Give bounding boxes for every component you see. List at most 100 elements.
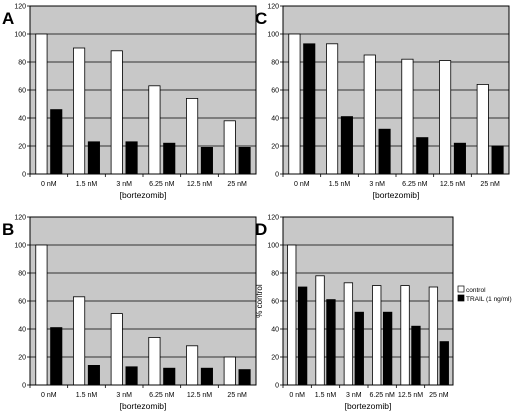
bar-trail	[125, 141, 138, 175]
y-tick-label: 20	[18, 355, 26, 362]
x-tick-label: 0 nM	[294, 181, 310, 188]
y-tick-label: 100	[14, 32, 26, 39]
y-tick-label: 40	[18, 327, 26, 334]
x-tick-label: 0 nM	[41, 181, 57, 188]
y-tick-label: 40	[18, 116, 26, 123]
x-tick-label: 25 nM	[429, 392, 449, 399]
plot-frame	[282, 5, 510, 175]
y-tick-label: 0	[22, 172, 26, 179]
legend-swatch-control	[457, 285, 465, 293]
x-axis-label: [bortezomib]	[373, 190, 420, 200]
plot-frame	[282, 216, 454, 386]
panel-letter: A	[2, 9, 14, 28]
bar-control	[73, 47, 86, 175]
y-tick-label: 0	[22, 383, 26, 390]
x-tick-label: 6.25 nM	[402, 181, 427, 188]
bar-trail	[340, 116, 353, 175]
y-axis-label: % control	[255, 284, 264, 318]
bar-control	[287, 244, 297, 386]
panel-letter: B	[2, 220, 14, 239]
x-tick-label: 25 nM	[480, 181, 500, 188]
bar-trail	[200, 367, 213, 386]
y-tick-label: 120	[14, 4, 26, 11]
bar-control	[363, 54, 376, 175]
panel-letter: D	[255, 220, 267, 239]
x-tick-label: 0 nM	[289, 392, 305, 399]
bar-trail	[303, 43, 316, 175]
panel-letter: C	[255, 9, 267, 28]
bar-trail	[238, 369, 251, 386]
x-tick-label: 0 nM	[41, 392, 57, 399]
bar-trail	[297, 286, 308, 386]
bar-control	[223, 120, 236, 175]
legend: control TRAIL (1 ng/ml)	[457, 285, 512, 303]
x-tick-label: 25 nM	[227, 392, 247, 399]
y-tick-label: 60	[18, 88, 26, 95]
x-tick-label: 6.25 nM	[370, 392, 395, 399]
x-tick-label: 1.5 nM	[76, 392, 98, 399]
bar-control	[223, 356, 236, 386]
x-tick-label: 12.5 nM	[187, 181, 212, 188]
bar-trail	[326, 299, 336, 386]
x-tick-label: 3 nM	[116, 392, 132, 399]
legend-label-trail: TRAIL (1 ng/ml)	[466, 296, 512, 303]
y-tick-label: 20	[271, 144, 279, 151]
bar-control	[148, 336, 161, 386]
panel-a: A 0 20 40 60 80 100 120 0 nM 1.5 nM 3 nM 6.25 nM 12.…	[2, 4, 257, 200]
x-axis-label: [bortezomib]	[120, 190, 167, 200]
y-tick-label: 20	[271, 355, 279, 362]
y-tick-label: 20	[18, 144, 26, 151]
y-tick-label: 80	[18, 60, 26, 67]
bar-trail	[491, 145, 504, 175]
y-tick-label: 120	[267, 215, 279, 222]
legend-swatch-trail	[457, 294, 465, 302]
y-tick-label: 0	[275, 172, 279, 179]
bar-control	[288, 33, 301, 175]
panel-d: D 0 20 40 60 80 100 120 0 nM 1.5 nM 3 nM 6.25 nM 12.…	[255, 215, 512, 412]
panel-b: B 0 20 40 60 80 100 120 0 nM 1.5 nM 3 nM 6.25 nM 12.…	[2, 215, 257, 411]
x-tick-label: 6.25 nM	[149, 392, 174, 399]
y-tick-label: 120	[14, 215, 26, 222]
bar-trail	[416, 137, 429, 175]
bar-control	[326, 43, 339, 175]
x-tick-label: 12.5 nM	[187, 392, 212, 399]
bar-control	[343, 282, 354, 386]
bar-trail	[87, 364, 100, 386]
bar-trail	[378, 128, 391, 175]
x-axis-label: [bortezomib]	[120, 401, 167, 411]
bar-trail	[163, 142, 176, 175]
bar-control	[428, 286, 439, 386]
bar-trail	[411, 325, 421, 386]
y-tick-label: 120	[267, 4, 279, 11]
bar-control	[315, 275, 325, 386]
bar-trail	[50, 109, 63, 175]
bar-trail	[163, 367, 176, 386]
x-axis-label: [bortezomib]	[345, 401, 392, 411]
bar-control	[476, 84, 489, 175]
y-tick-label: 80	[18, 271, 26, 278]
panel-c: C 0 20 40 60 80 100 120 0 nM 1.5 nM 3 nM 6.25 nM 12.…	[255, 4, 510, 200]
bar-trail	[439, 341, 449, 386]
y-tick-label: 0	[275, 383, 279, 390]
legend-label-control: control	[466, 287, 486, 294]
bar-control	[148, 85, 161, 175]
bar-trail	[87, 141, 100, 175]
x-tick-label: 1.5 nM	[329, 181, 351, 188]
x-tick-label: 3 nM	[369, 181, 385, 188]
bar-trail	[238, 146, 251, 175]
x-tick-label: 1.5 nM	[76, 181, 98, 188]
y-tick-label: 60	[271, 88, 279, 95]
bar-control	[186, 98, 199, 175]
bar-control	[110, 313, 123, 386]
bar-control	[186, 345, 199, 386]
bar-control	[73, 296, 86, 386]
bar-trail	[354, 311, 364, 386]
y-tick-label: 80	[271, 60, 279, 67]
y-tick-label: 60	[271, 299, 279, 306]
bar-trail	[125, 366, 138, 386]
bar-control	[400, 285, 410, 386]
x-tick-label: 3 nM	[346, 392, 362, 399]
bar-trail	[200, 146, 213, 175]
x-tick-label: 25 nM	[227, 181, 247, 188]
